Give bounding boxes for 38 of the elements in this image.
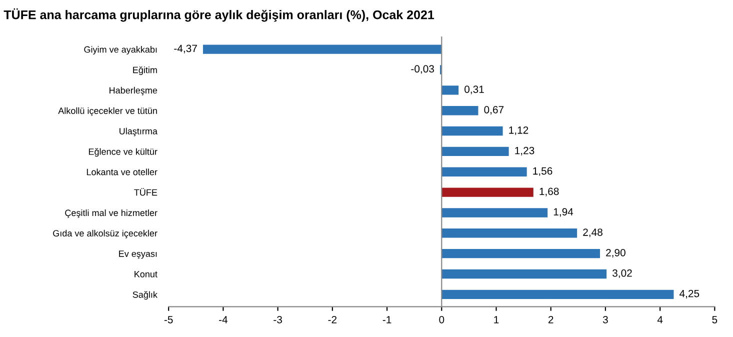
y-tick-label: Eğitim	[133, 66, 157, 75]
y-tick-label: Konut	[134, 271, 158, 278]
y-tick-label: Gıda ve alkolsüz içecekler	[53, 230, 158, 238]
y-tick-label: Sağlık	[132, 291, 158, 300]
y-tick-label: TÜFE	[134, 188, 158, 196]
chart-title: TÜFE ana harcama gruplarına göre aylık değişim oranları (%), Ocak 2021	[4, 8, 434, 22]
x-tick-label: -1	[382, 316, 392, 324]
data-label: 1,94	[554, 208, 574, 217]
y-tick-label: Çeşitli mal ve hizmetler	[65, 209, 158, 218]
x-tick-label: -4	[219, 316, 228, 324]
x-tick-label: 1	[494, 316, 499, 324]
data-label: 3,02	[612, 269, 632, 278]
data-label: 2,90	[606, 248, 626, 258]
x-tick-label: -5	[164, 316, 173, 324]
x-tick-label: 4	[657, 316, 663, 324]
data-label: 1,23	[515, 146, 534, 156]
data-label: 1,68	[540, 188, 559, 196]
data-label: 2,48	[583, 228, 602, 238]
data-label: 4,25	[680, 290, 700, 298]
data-label: 0,67	[484, 106, 504, 115]
data-label: -4,37	[174, 44, 197, 54]
x-tick-label: 5	[712, 316, 718, 324]
y-tick-label: Eğlence ve kültür	[88, 148, 158, 157]
y-tick-label: Ulaştırma	[120, 128, 158, 136]
x-tick-label: 2	[548, 316, 554, 324]
y-tick-label: Ev eşyası	[119, 250, 157, 259]
data-label: 1,12	[509, 126, 528, 136]
y-tick-label: Giyim ve ayakkabı	[84, 46, 157, 54]
y-tick-label: Alkollü içecekler ve tütün	[58, 107, 157, 116]
x-tick-label: -2	[328, 316, 337, 324]
y-tick-label: Haberleşme	[110, 86, 158, 96]
x-tick-label: 0	[439, 316, 444, 324]
x-tick-label: -3	[274, 316, 282, 324]
y-tick-label: Lokanta ve oteller	[86, 168, 158, 176]
data-label: -0,03	[411, 65, 434, 74]
x-tick-label: 3	[602, 316, 608, 324]
data-label: 0,31	[464, 86, 484, 94]
data-label: 1,56	[533, 167, 552, 176]
